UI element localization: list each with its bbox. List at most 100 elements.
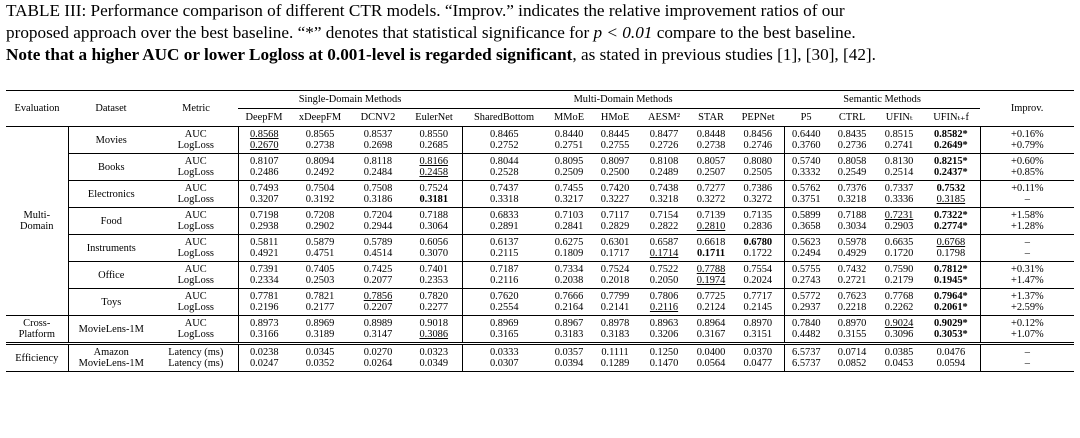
value-number: 0.2810 [696,221,726,232]
value-cell: 0.7522 0.2050 [638,261,691,289]
value-cell: 0.7717 0.2145 [732,288,785,316]
value-number: 0.7425 [363,264,393,275]
value-cell: 0.0345 0.0352 [290,343,350,372]
improv-value: +1.28% [1011,221,1044,232]
header-model-6: HMoE [592,108,639,127]
value-number: 0.2698 [363,140,393,151]
value-cell: 0.5879 0.4751 [290,234,350,262]
value-number: 0.7964* [933,291,968,302]
value-number: 0.8515 [884,129,914,140]
value-number: 0.8477 [649,129,679,140]
value-number: 0.2738 [696,140,726,151]
value-cell: 0.7799 0.2141 [592,288,639,316]
value-number: 0.6301 [600,237,630,248]
value-number: 0.0394 [554,358,584,369]
header-row-models: DeepFM xDeepFM DCNV2 EulerNet SharedBottom MM… [6,108,1074,127]
value-number: 0.7103 [554,210,584,221]
value-cell: 0.7781 0.2196 [237,288,290,316]
value-number: 0.7401 [419,264,449,275]
value-cell: 0.7524 0.3181 [406,180,463,208]
value-number: 0.2937 [792,302,821,313]
value-cell: 0.7768 0.2262 [876,288,923,316]
value-number: 0.1722 [743,248,773,259]
value-cell: 0.7620 0.2554 [461,288,547,316]
header-model-8: STAR [690,108,733,127]
value-number: 0.3227 [600,194,630,205]
value-number: 0.8097 [600,156,630,167]
metric-label: LogLoss [177,194,214,205]
value-number: 0.2038 [554,275,584,286]
metric-cell: AUC LogLoss [154,315,238,345]
value-number: 0.6275 [554,237,584,248]
value-number: 0.9024 [884,318,914,329]
value-cell: 0.7554 0.2024 [732,261,785,289]
value-cell: 0.6618 0.1711 [690,234,733,262]
improv-value: – [1024,248,1030,259]
value-number: 0.3217 [554,194,584,205]
value-number: 0.1798 [936,248,966,259]
results-table-wrap: Evaluation Dataset Metric Single-Domain … [6,90,1075,372]
value-cell: 0.8108 0.2489 [638,153,691,181]
value-number: 0.6056 [419,237,449,248]
value-number: 0.1711 [697,248,726,259]
dataset-cell: Electronics [67,180,154,208]
caption-line-2-a: proposed approach over the best baseline… [6,23,594,42]
dataset-cell: Office [67,261,154,289]
value-number: 0.2891 [489,221,519,232]
value-number: 0.2116 [649,302,679,313]
value-cell: 0.7337 0.3336 [876,180,923,208]
value-cell: 0.5762 0.3751 [783,180,829,208]
value-number: 0.4751 [305,248,335,259]
value-cell: 0.7725 0.2124 [690,288,733,316]
value-cell: 0.7840 0.4482 [783,315,829,345]
caption-line-1: TABLE III: Performance comparison of dif… [6,1,845,20]
metric-cell: AUC LogLoss [154,261,238,289]
value-number: 0.8094 [305,156,335,167]
value-number: 0.4921 [249,248,279,259]
value-number: 0.1470 [649,358,679,369]
value-number: 0.8969 [489,318,519,329]
value-number: 0.8967 [554,318,584,329]
value-number: 0.8044 [489,156,519,167]
value-cell: 0.7401 0.2353 [406,261,463,289]
dataset-cell: Instruments [67,234,154,262]
value-cell: 0.8973 0.3166 [237,315,290,345]
value-number: 0.7717 [743,291,773,302]
table-row: Instruments AUC LogLoss 0.5811 0.4921 0.5879 0… [6,234,1075,262]
value-cell: 0.7391 0.2334 [237,261,290,289]
value-number: 0.7781 [249,291,279,302]
value-number: 0.2196 [249,302,279,313]
value-number: 0.2741 [884,140,914,151]
value-cell: 0.7334 0.2038 [546,261,593,289]
value-number: 6.5737 [792,347,821,358]
value-number: 0.3167 [696,329,726,340]
value-number: 0.2822 [649,221,679,232]
value-number: 0.4514 [363,248,393,259]
value-cell: 0.7964* 0.2061* [922,288,981,316]
value-number: 0.3332 [792,167,821,178]
value-cell: 0.7438 0.3218 [638,180,691,208]
value-cell: 0.7508 0.3186 [350,180,406,208]
value-cell: 0.7322* 0.2774* [922,207,981,235]
value-number: 0.7187 [489,264,519,275]
value-number: 0.3206 [649,329,679,340]
value-cell: 0.8057 0.2507 [690,153,733,181]
value-number: 0.1289 [600,358,630,369]
value-number: 0.2115 [490,248,519,259]
header-model-11: CTRL [828,108,877,127]
header-model-10: P5 [784,108,829,127]
value-cell: 0.7188 0.3064 [406,207,463,235]
value-number: 0.3166 [249,329,279,340]
value-cell: 0.8440 0.2751 [546,126,593,154]
value-number: 0.8108 [649,156,679,167]
header-model-12: UFINₜ [876,108,923,127]
value-number: 0.2077 [363,275,393,286]
value-number: 0.2277 [419,302,449,313]
value-cell: 0.8568 0.2670 [237,126,290,154]
caption-bold-note: Note that a higher AUC or lower Logloss … [6,45,573,64]
value-number: 0.0333 [489,347,519,358]
value-number: 0.2738 [305,140,335,151]
header-model-5: MMoE [546,108,593,127]
improv-cell: +0.16% +0.79% [979,126,1075,154]
value-number: 0.5789 [363,237,393,248]
